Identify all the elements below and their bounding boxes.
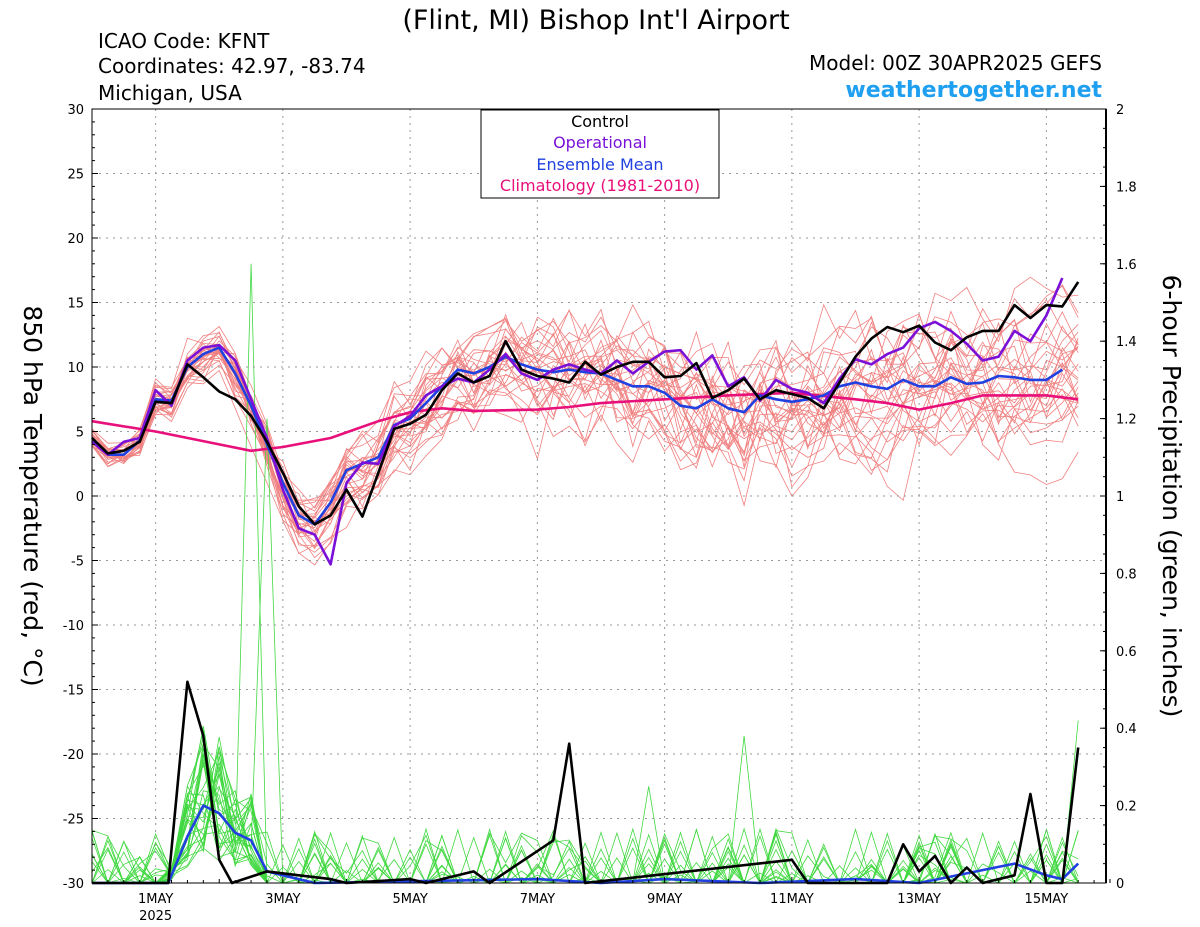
temperature-member-line: [91, 325, 1079, 531]
x-tick-label: 13MAY: [897, 892, 941, 907]
temp-operational-line: [91, 277, 1064, 566]
x-tick-label: 9MAY: [647, 892, 682, 907]
region: Michigan, USA: [98, 81, 242, 105]
temperature-member-line: [91, 317, 1079, 550]
y-tick-label: 20: [67, 232, 84, 247]
legend: Control Operational Ensemble Mean Climat…: [480, 109, 720, 199]
temperature-member-line: [91, 317, 1079, 537]
legend-control: Control: [571, 112, 629, 131]
y-tick-label: 30: [67, 103, 84, 118]
series-lines: [91, 277, 1080, 885]
y-axis-title: 850 hPa Temperature (red, °C): [18, 305, 47, 686]
temperature-member-line: [91, 337, 1079, 538]
axes: 302520151050-5-10-15-20-25-3021.81.61.41…: [63, 103, 1137, 924]
y-tick-label: -5: [71, 555, 84, 570]
x-tick-sublabel: 2025: [139, 909, 172, 924]
site-watermark: weathertogether.net: [845, 78, 1102, 103]
x-tick-label: 3MAY: [265, 892, 300, 907]
y2-tick-label: 0.8: [1116, 567, 1137, 582]
model-run: Model: 00Z 30APR2025 GEFS: [809, 51, 1102, 75]
precipitation-member-line: [92, 758, 1079, 885]
y2-tick-label: 1: [1116, 490, 1124, 505]
y2-tick-label: 0: [1116, 877, 1124, 892]
y2-tick-label: 0.2: [1116, 800, 1137, 815]
precipitation-member-line: [91, 755, 1079, 884]
y-tick-label: -25: [63, 813, 84, 828]
precipitation-member-line: [92, 755, 1079, 885]
precipitation-member-line: [92, 748, 1079, 884]
x-tick-label: 5MAY: [392, 892, 427, 907]
y-tick-label: 25: [67, 168, 84, 183]
temp-control-line: [91, 281, 1080, 526]
coordinates: Coordinates: 42.97, -83.74: [98, 54, 366, 78]
y2-tick-label: 1.8: [1116, 180, 1137, 195]
y-tick-label: -20: [63, 748, 84, 763]
x-tick-label: 1MAY: [138, 892, 173, 907]
icao-code: ICAO Code: KFNT: [98, 29, 270, 53]
legend-operational: Operational: [553, 133, 647, 152]
y2-tick-label: 2: [1116, 103, 1124, 118]
temperature-member-line: [91, 297, 1079, 533]
chart-title: (Flint, MI) Bishop Int'l Airport: [402, 5, 789, 36]
temperature-member-line: [91, 313, 1079, 515]
y2-tick-label: 0.6: [1116, 645, 1137, 660]
x-tick-label: 15MAY: [1025, 892, 1069, 907]
legend-ensemble-mean: Ensemble Mean: [536, 155, 663, 174]
y-tick-label: -30: [63, 877, 84, 892]
y-tick-label: 0: [76, 490, 84, 505]
y-tick-label: 5: [76, 426, 84, 441]
temperature-members: [91, 276, 1079, 566]
y-tick-label: 15: [67, 297, 84, 312]
temperature-member-line: [91, 308, 1079, 566]
y2-tick-label: 1.2: [1116, 413, 1137, 428]
x-tick-label: 11MAY: [770, 892, 814, 907]
temperature-member-line: [91, 318, 1079, 559]
x-tick-label: 7MAY: [520, 892, 555, 907]
legend-climatology: Climatology (1981-2010): [500, 176, 700, 195]
grid: [92, 109, 1106, 883]
y2-axis-title: 6-hour Precipitation (green, inches): [1157, 275, 1186, 718]
y2-tick-label: 1.6: [1116, 258, 1137, 273]
precipitation-member-line: [92, 764, 1079, 884]
y-tick-label: -10: [63, 619, 84, 634]
legend-box: [480, 109, 720, 199]
temp-climatology-line: [91, 391, 1079, 453]
precipitation-member-line: [92, 751, 1079, 884]
y-tick-label: -15: [63, 684, 84, 699]
temperature-member-line: [91, 320, 1079, 517]
y2-tick-label: 1.4: [1116, 335, 1137, 350]
temperature-member-line: [91, 336, 1079, 555]
y2-tick-label: 0.4: [1116, 722, 1137, 737]
precipitation-member-line: [92, 753, 1079, 884]
y-tick-label: 10: [67, 361, 84, 376]
